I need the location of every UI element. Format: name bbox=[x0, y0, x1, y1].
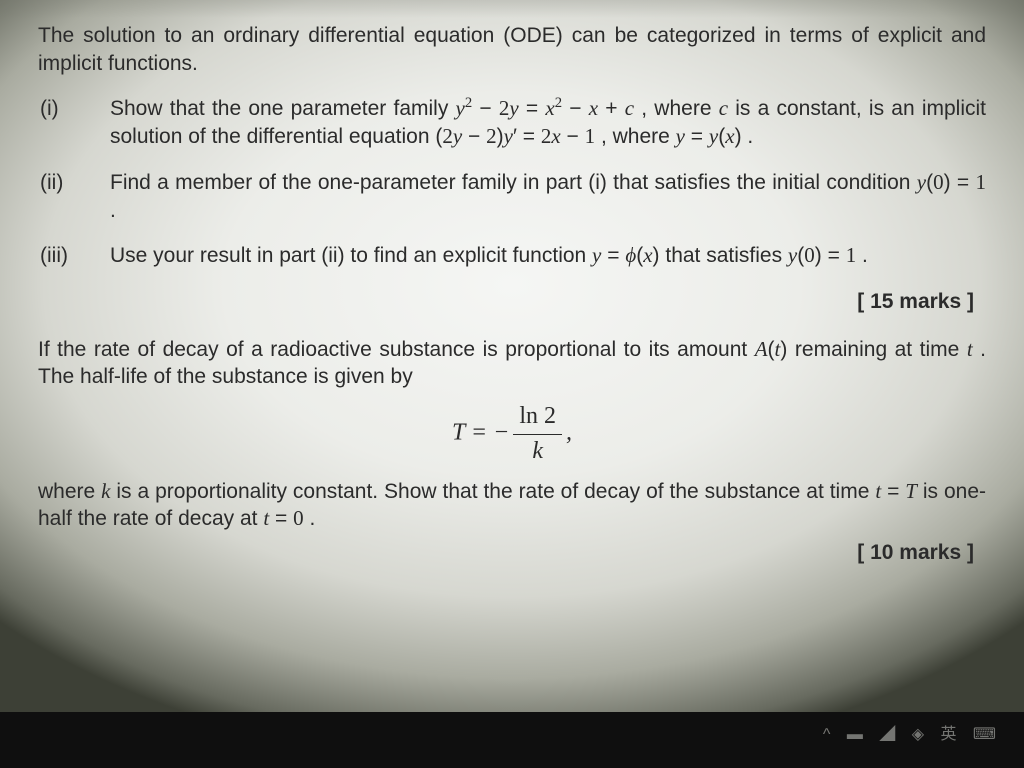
text: , where bbox=[641, 97, 718, 120]
equation: y(0) = 1 bbox=[788, 244, 856, 267]
half-life-formula: T = −ln 2k, bbox=[38, 401, 986, 467]
equation: y2 − 2y = x2 − x + c bbox=[456, 97, 635, 120]
equation: y = ϕ(x) bbox=[592, 244, 659, 267]
text: is a proportionality constant. Show that… bbox=[116, 480, 875, 503]
text: that satisfies bbox=[665, 244, 788, 267]
text: where bbox=[38, 480, 101, 503]
item-number: (ii) bbox=[38, 169, 110, 224]
fraction-denom: k bbox=[513, 435, 562, 468]
formula-T: T bbox=[452, 420, 465, 446]
q1-item-ii: (ii) Find a member of the one-parameter … bbox=[38, 169, 986, 224]
text: remaining at time bbox=[795, 338, 967, 361]
text: . bbox=[309, 507, 315, 530]
q2-paragraph-2: where k is a proportionality constant. S… bbox=[38, 478, 986, 533]
variable-c: c bbox=[719, 97, 728, 120]
q2-marks: [ 10 marks ] bbox=[38, 539, 974, 567]
desktop-taskbar: ^ ▬ ◢ ◈ 英 ⌨ bbox=[0, 712, 1024, 768]
q1-item-i: (i) Show that the one parameter family y… bbox=[38, 95, 986, 150]
item-body: Find a member of the one-parameter famil… bbox=[110, 169, 986, 224]
expr-A-of-t: A(t) bbox=[755, 338, 788, 361]
tray-icons[interactable]: ^ ▬ ◢ ◈ 英 ⌨ bbox=[823, 726, 1002, 743]
q1-marks: [ 15 marks ] bbox=[38, 288, 974, 316]
document-page: The solution to an ordinary differential… bbox=[0, 0, 1024, 712]
formula-fraction: ln 2k bbox=[513, 401, 562, 467]
system-tray[interactable]: ^ ▬ ◢ ◈ 英 ⌨ bbox=[823, 720, 1002, 744]
q2-paragraph-1: If the rate of decay of a radioactive su… bbox=[38, 336, 986, 391]
text: Show that the one parameter family bbox=[110, 97, 456, 120]
item-body: Use your result in part (ii) to find an … bbox=[110, 242, 986, 270]
q2: If the rate of decay of a radioactive su… bbox=[38, 336, 986, 567]
variable-t: t bbox=[967, 338, 973, 361]
item-body: Show that the one parameter family y2 − … bbox=[110, 95, 986, 150]
text: Use your result in part (ii) to find an … bbox=[110, 244, 592, 267]
item-number: (i) bbox=[38, 95, 110, 150]
equation: y = y(x) bbox=[676, 125, 742, 148]
item-number: (iii) bbox=[38, 242, 110, 270]
formula-eq: = − bbox=[465, 420, 509, 446]
text: If the rate of decay of a radioactive su… bbox=[38, 338, 755, 361]
fraction-numer: ln 2 bbox=[513, 401, 562, 435]
q1-items: (i) Show that the one parameter family y… bbox=[38, 95, 986, 270]
text: . bbox=[110, 199, 116, 222]
formula-tail: , bbox=[566, 420, 572, 446]
expr-t-eq-0: t = 0 bbox=[263, 507, 303, 530]
text: Find a member of the one-parameter famil… bbox=[110, 171, 917, 194]
equation: (2y − 2)y′ = 2x − 1 bbox=[435, 125, 595, 148]
text: . bbox=[747, 125, 753, 148]
equation: y(0) = 1 bbox=[917, 171, 986, 194]
text: . bbox=[862, 244, 868, 267]
q1-intro: The solution to an ordinary differential… bbox=[38, 22, 986, 77]
expr-t-eq-T: t = T bbox=[875, 480, 917, 503]
vignette-top bbox=[0, 0, 1024, 18]
q1-item-iii: (iii) Use your result in part (ii) to fi… bbox=[38, 242, 986, 270]
variable-k: k bbox=[101, 480, 110, 503]
text: , where bbox=[601, 125, 676, 148]
